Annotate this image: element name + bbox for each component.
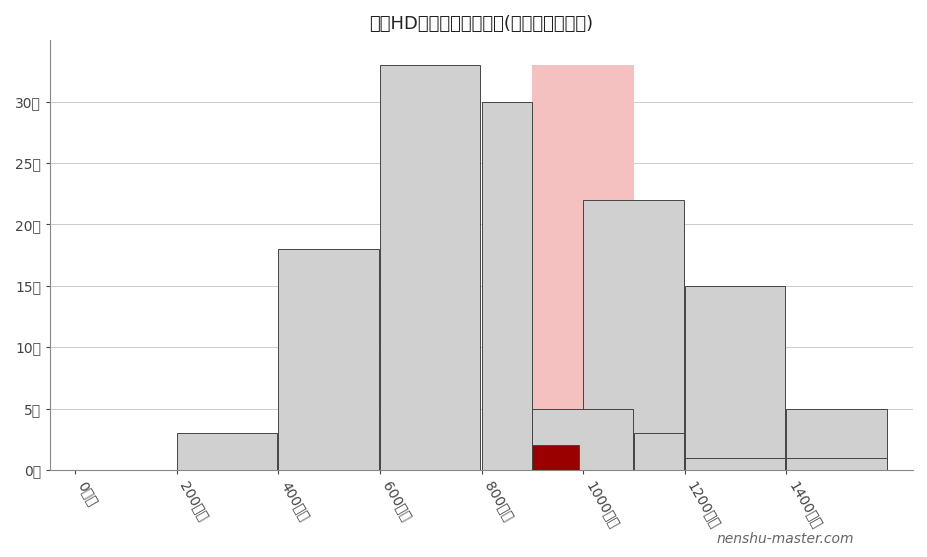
Bar: [532, 65, 633, 470]
Bar: [532, 446, 578, 470]
Bar: [177, 433, 277, 470]
Title: 大塚HDの年収ポジション(医療・製薬業内): 大塚HDの年収ポジション(医療・製薬業内): [369, 15, 593, 33]
Bar: [684, 286, 784, 470]
Bar: [785, 458, 885, 470]
Bar: [481, 101, 531, 470]
Bar: [532, 408, 632, 470]
Bar: [582, 200, 683, 470]
Text: nenshu-master.com: nenshu-master.com: [716, 532, 853, 546]
Bar: [684, 458, 784, 470]
Bar: [633, 433, 683, 470]
Bar: [785, 408, 885, 470]
Bar: [278, 249, 378, 470]
Bar: [379, 65, 480, 470]
